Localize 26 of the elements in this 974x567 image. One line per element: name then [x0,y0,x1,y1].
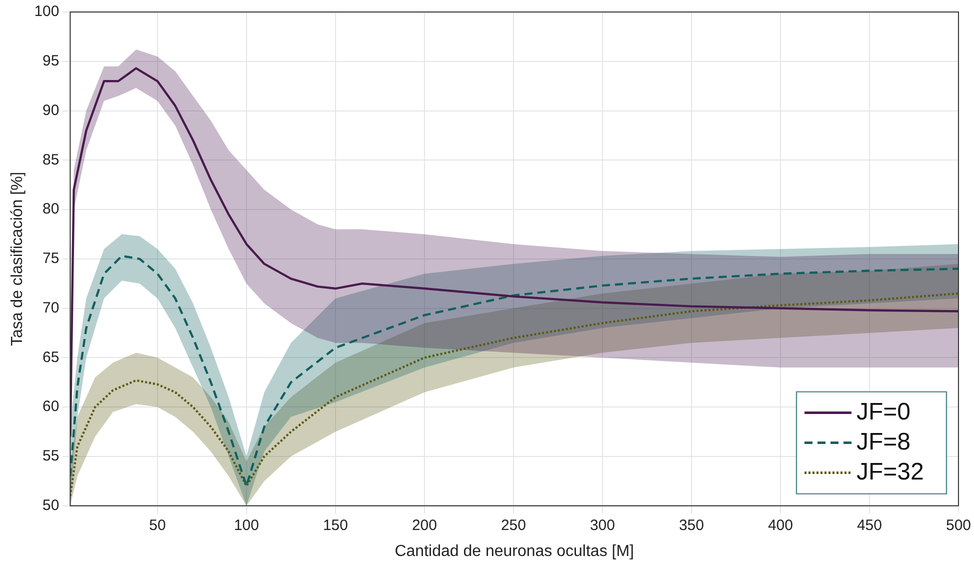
legend-label: JF=8 [856,428,911,456]
y-tick-label: 100 [34,3,60,20]
x-tick-label: 500 [946,516,971,534]
x-tick-label: 350 [678,516,704,534]
legend-label: JF=32 [856,458,924,486]
x-tick-label: 150 [322,516,348,534]
x-tick-label: 200 [412,516,437,534]
y-tick-label: 90 [42,102,60,119]
x-tick-label: 450 [856,516,882,534]
y-tick-label: 60 [42,398,60,416]
y-tick-label: 65 [42,348,60,366]
y-tick-label: 85 [42,151,60,168]
y-axis-title: Tasa de clasificación [%] [9,172,26,346]
x-tick-label: 50 [149,516,166,534]
y-tick-label: 95 [42,52,60,70]
y-tick-label: 80 [42,200,60,218]
x-tick-label: 400 [768,516,793,534]
y-tick-label: 55 [42,448,60,465]
x-tick-label: 300 [590,516,615,534]
y-tick-label: 50 [42,496,60,514]
x-tick-label: 100 [234,516,259,534]
y-tick-label: 75 [42,250,60,268]
y-tick-label: 70 [42,299,60,316]
x-axis-title: Cantidad de neuronas ocultas [M] [394,542,634,560]
x-tick-label: 250 [500,516,526,534]
legend-label: JF=0 [856,398,911,426]
